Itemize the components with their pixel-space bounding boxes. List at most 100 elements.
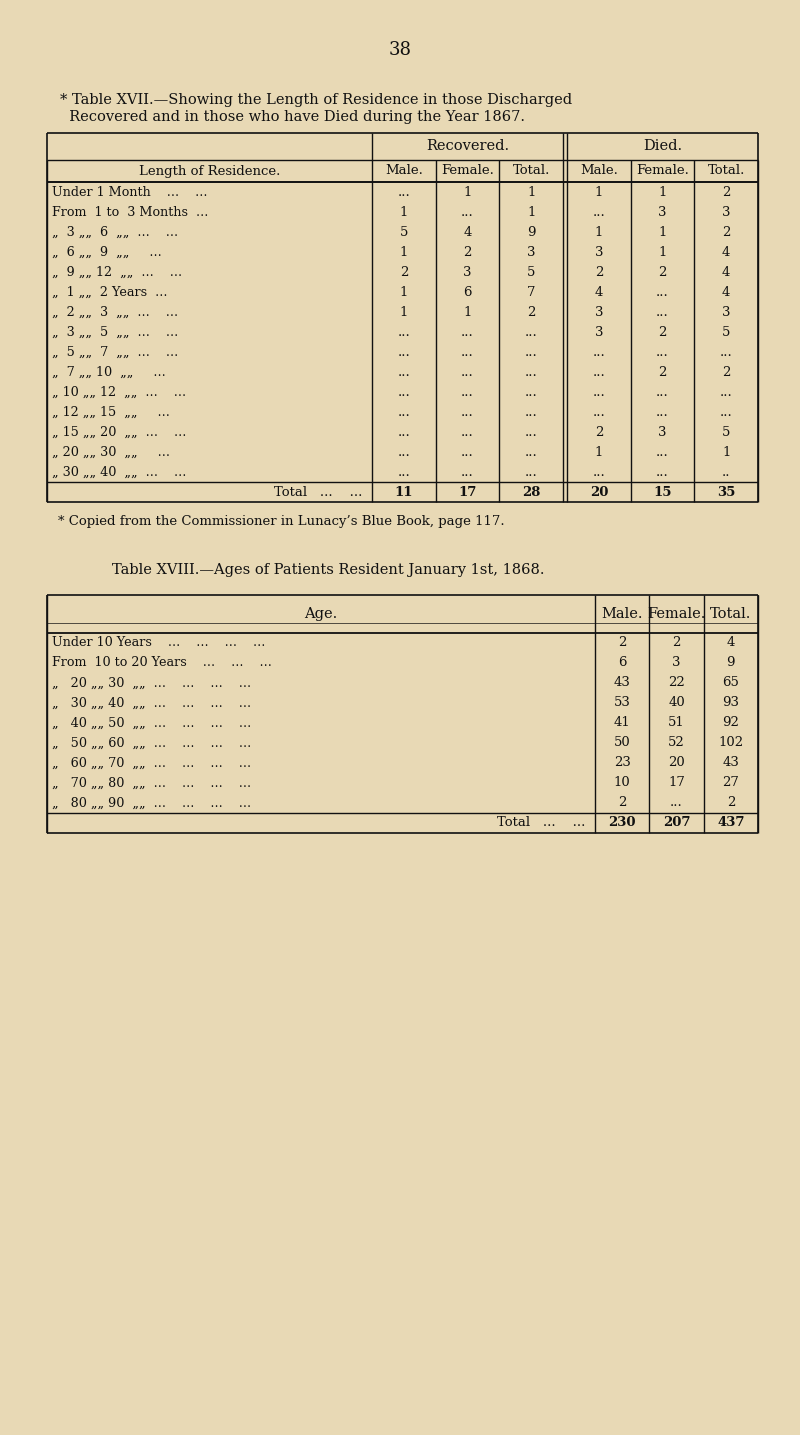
Text: „  9 „„ 12  „„  ...    ...: „ 9 „„ 12 „„ ... ... [52, 265, 182, 278]
Text: 11: 11 [394, 485, 413, 498]
Text: 9: 9 [527, 225, 535, 238]
Text: 4: 4 [594, 286, 603, 298]
Text: * Copied from the Commissioner in Lunacy’s Blue Book, page 117.: * Copied from the Commissioner in Lunacy… [58, 515, 505, 528]
Text: „  3 „„  6  „„  ...    ...: „ 3 „„ 6 „„ ... ... [52, 225, 178, 238]
Text: „ 15 „„ 20  „„  ...    ...: „ 15 „„ 20 „„ ... ... [52, 426, 186, 439]
Text: 35: 35 [717, 485, 735, 498]
Text: ...: ... [593, 386, 606, 399]
Text: 2: 2 [527, 306, 535, 319]
Text: 65: 65 [722, 676, 739, 689]
Text: „  5 „„  7  „„  ...    ...: „ 5 „„ 7 „„ ... ... [52, 346, 178, 359]
Text: ...: ... [525, 386, 538, 399]
Text: 3: 3 [594, 306, 603, 319]
Text: 2: 2 [658, 265, 666, 278]
Text: 1: 1 [658, 185, 666, 198]
Text: Total.: Total. [707, 165, 745, 178]
Text: ...: ... [461, 445, 474, 459]
Text: ...: ... [398, 406, 410, 419]
Text: ...: ... [720, 346, 733, 359]
Text: „   50 „„ 60  „„  ...    ...    ...    ...: „ 50 „„ 60 „„ ... ... ... ... [52, 736, 251, 749]
Text: „  7 „„ 10  „„     ...: „ 7 „„ 10 „„ ... [52, 366, 166, 379]
Text: 3: 3 [594, 326, 603, 339]
Text: 6: 6 [618, 656, 626, 670]
Text: ...: ... [398, 366, 410, 379]
Text: ...: ... [461, 205, 474, 218]
Text: 5: 5 [527, 265, 535, 278]
Text: 3: 3 [463, 265, 472, 278]
Text: ...: ... [461, 326, 474, 339]
Text: ...: ... [720, 386, 733, 399]
Text: Under 10 Years    ...    ...    ...    ...: Under 10 Years ... ... ... ... [52, 637, 266, 650]
Text: Under 1 Month    ...    ...: Under 1 Month ... ... [52, 185, 207, 198]
Text: 7: 7 [527, 286, 535, 298]
Text: 92: 92 [722, 716, 739, 729]
Text: 9: 9 [726, 656, 735, 670]
Text: 2: 2 [672, 637, 681, 650]
Text: 2: 2 [658, 366, 666, 379]
Text: 2: 2 [722, 185, 730, 198]
Text: 1: 1 [527, 205, 535, 218]
Text: ...: ... [593, 205, 606, 218]
Text: 2: 2 [726, 796, 735, 809]
Text: 17: 17 [668, 776, 685, 789]
Text: ...: ... [720, 406, 733, 419]
Text: 3: 3 [658, 426, 666, 439]
Text: 207: 207 [662, 817, 690, 829]
Text: 1: 1 [463, 306, 472, 319]
Text: 1: 1 [400, 306, 408, 319]
Text: Female.: Female. [647, 607, 706, 621]
Text: 2: 2 [618, 637, 626, 650]
Text: Recovered.: Recovered. [426, 139, 509, 154]
Text: ...: ... [398, 445, 410, 459]
Text: 10: 10 [614, 776, 630, 789]
Text: 6: 6 [463, 286, 472, 298]
Text: ...: ... [670, 796, 683, 809]
Text: 20: 20 [590, 485, 608, 498]
Text: 43: 43 [722, 756, 739, 769]
Text: 38: 38 [389, 42, 411, 59]
Text: „ 20 „„ 30  „„     ...: „ 20 „„ 30 „„ ... [52, 445, 170, 459]
Text: ...: ... [525, 445, 538, 459]
Text: 3: 3 [722, 205, 730, 218]
Text: ...: ... [656, 286, 669, 298]
Text: Table XVIII.—Ages of Patients Resident January 1st, 1868.: Table XVIII.—Ages of Patients Resident J… [112, 563, 545, 577]
Text: 52: 52 [668, 736, 685, 749]
Text: 3: 3 [722, 306, 730, 319]
Text: 5: 5 [722, 326, 730, 339]
Text: ...: ... [398, 346, 410, 359]
Text: 4: 4 [722, 265, 730, 278]
Text: ...: ... [593, 366, 606, 379]
Text: Female.: Female. [636, 165, 689, 178]
Text: 40: 40 [668, 696, 685, 709]
Text: 2: 2 [722, 225, 730, 238]
Text: 1: 1 [400, 245, 408, 258]
Text: ...: ... [656, 465, 669, 478]
Text: ...: ... [656, 445, 669, 459]
Text: Male.: Male. [602, 607, 643, 621]
Text: 230: 230 [609, 817, 636, 829]
Text: ...: ... [461, 366, 474, 379]
Text: ...: ... [525, 366, 538, 379]
Text: 15: 15 [654, 485, 672, 498]
Text: 4: 4 [722, 286, 730, 298]
Text: „  1 „„  2 Years  ...: „ 1 „„ 2 Years ... [52, 286, 167, 298]
Text: ...: ... [525, 426, 538, 439]
Text: „ 10 „„ 12  „„  ...    ...: „ 10 „„ 12 „„ ... ... [52, 386, 186, 399]
Text: „   30 „„ 40  „„  ...    ...    ...    ...: „ 30 „„ 40 „„ ... ... ... ... [52, 696, 251, 709]
Text: From  1 to  3 Months  ...: From 1 to 3 Months ... [52, 205, 208, 218]
Text: 17: 17 [458, 485, 477, 498]
Text: Age.: Age. [304, 607, 338, 621]
Text: Length of Residence.: Length of Residence. [139, 165, 280, 178]
Text: Died.: Died. [643, 139, 682, 154]
Text: ...: ... [593, 465, 606, 478]
Text: 1: 1 [594, 445, 603, 459]
Text: 437: 437 [717, 817, 745, 829]
Text: 1: 1 [594, 185, 603, 198]
Text: 4: 4 [463, 225, 472, 238]
Text: 1: 1 [400, 286, 408, 298]
Text: 3: 3 [658, 205, 666, 218]
Text: 93: 93 [722, 696, 739, 709]
Text: ...: ... [525, 346, 538, 359]
Text: ...: ... [398, 386, 410, 399]
Text: 1: 1 [658, 225, 666, 238]
